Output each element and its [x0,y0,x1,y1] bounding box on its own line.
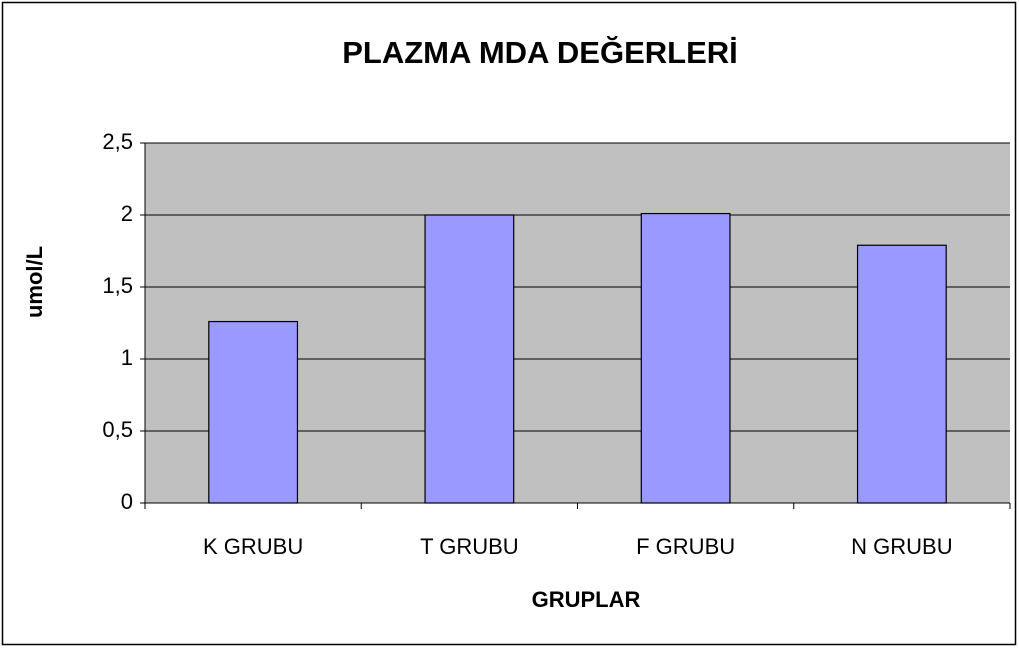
y-axis-label: umol/L [22,246,47,318]
x-tick-label: K GRUBU [203,534,303,559]
x-tick-label: N GRUBU [851,534,952,559]
bar [640,212,731,504]
chart-title: PLAZMA MDA DEĞERLERİ [342,35,738,70]
y-tick-label: 2 [121,201,133,226]
y-tick-label: 2,5 [102,129,133,154]
y-tick-label: 0,5 [102,417,133,442]
y-tick-label: 1,5 [102,273,133,298]
y-tick-label: 1 [121,345,133,370]
bar [424,214,515,504]
x-axis-label: GRUPLAR [532,587,641,612]
bar [856,244,947,504]
y-tick-label: 0 [121,489,133,514]
bar [208,320,299,504]
x-tick-label: F GRUBU [636,534,735,559]
x-tick-label: T GRUBU [420,534,519,559]
